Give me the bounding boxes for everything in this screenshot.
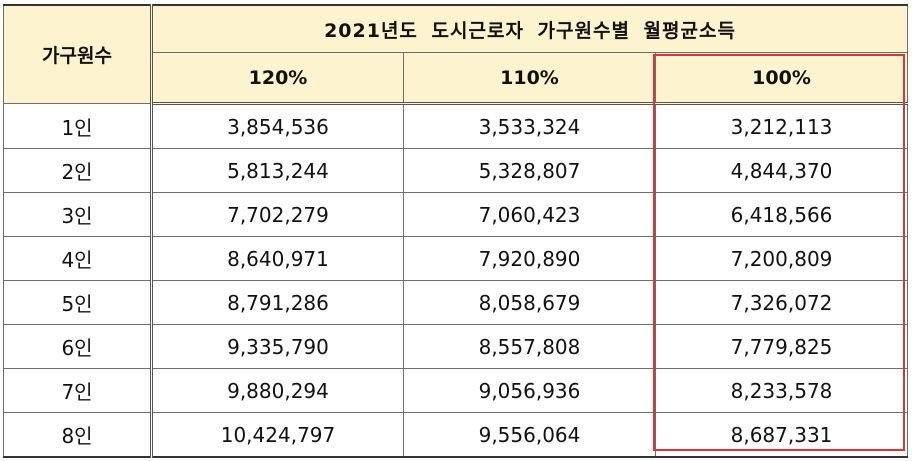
cell-110: 5,328,807	[403, 148, 656, 193]
row-label: 7인	[3, 368, 153, 413]
table-row: 5인 8,791,286 8,058,679 7,326,072	[3, 280, 909, 325]
income-table: 가구원수 2021년도 도시근로자 가구원수별 월평균소득 120% 110% …	[3, 4, 909, 458]
row-label: 1인	[3, 103, 153, 149]
cell-110: 9,056,936	[403, 368, 656, 413]
table-row: 6인 9,335,790 8,557,808 7,779,825	[3, 324, 909, 369]
cell-110: 3,533,324	[403, 103, 656, 149]
column-header-100: 100%	[654, 52, 909, 105]
table-row: 2인 5,813,244 5,328,807 4,844,370	[3, 148, 909, 193]
cell-100: 3,212,113	[654, 103, 909, 149]
row-label: 6인	[3, 324, 153, 369]
cell-120: 8,791,286	[151, 280, 404, 325]
table-header: 가구원수 2021년도 도시근로자 가구원수별 월평균소득 120% 110% …	[3, 4, 909, 105]
header-row-group: 가구원수 2021년도 도시근로자 가구원수별 월평균소득	[3, 4, 909, 104]
row-header-title: 가구원수	[3, 4, 153, 104]
cell-110: 7,920,890	[403, 236, 656, 281]
row-label: 4인	[3, 236, 153, 281]
cell-110: 8,557,808	[403, 324, 656, 369]
table-group-title: 2021년도 도시근로자 가구원수별 월평균소득	[150, 4, 909, 53]
table-body: 1인 3,854,536 3,533,324 3,212,113 2인 5,81…	[3, 103, 909, 458]
row-label: 8인	[3, 412, 153, 458]
cell-120: 7,702,279	[151, 192, 404, 237]
cell-110: 9,556,064	[403, 412, 656, 458]
table-row: 4인 8,640,971 7,920,890 7,200,809	[3, 236, 909, 281]
cell-110: 8,058,679	[403, 280, 656, 325]
cell-100: 4,844,370	[654, 148, 909, 193]
cell-100: 6,418,566	[654, 192, 909, 237]
row-label: 2인	[3, 148, 153, 193]
cell-120: 3,854,536	[151, 103, 404, 149]
cell-100: 8,687,331	[654, 412, 909, 458]
table-row: 7인 9,880,294 9,056,936 8,233,578	[3, 368, 909, 413]
header-row-columns: 120% 110% 100%	[4, 52, 909, 105]
row-label: 3인	[3, 192, 153, 237]
cell-120: 5,813,244	[151, 148, 404, 193]
cell-100: 7,326,072	[654, 280, 909, 325]
cell-120: 8,640,971	[151, 236, 404, 281]
cell-120: 9,335,790	[151, 324, 404, 369]
row-label: 5인	[3, 280, 153, 325]
cell-100: 8,233,578	[654, 368, 909, 413]
cell-100: 7,779,825	[654, 324, 909, 369]
cell-100: 7,200,809	[654, 236, 909, 281]
column-header-120: 120%	[151, 52, 404, 105]
table-row: 1인 3,854,536 3,533,324 3,212,113	[3, 103, 909, 149]
cell-120: 9,880,294	[151, 368, 404, 413]
cell-110: 7,060,423	[403, 192, 656, 237]
column-header-110: 110%	[403, 52, 656, 105]
cell-120: 10,424,797	[151, 412, 404, 458]
income-table-container: 가구원수 2021년도 도시근로자 가구원수별 월평균소득 120% 110% …	[3, 4, 909, 458]
table-row: 3인 7,702,279 7,060,423 6,418,566	[3, 192, 909, 237]
table-row: 8인 10,424,797 9,556,064 8,687,331	[3, 412, 909, 458]
